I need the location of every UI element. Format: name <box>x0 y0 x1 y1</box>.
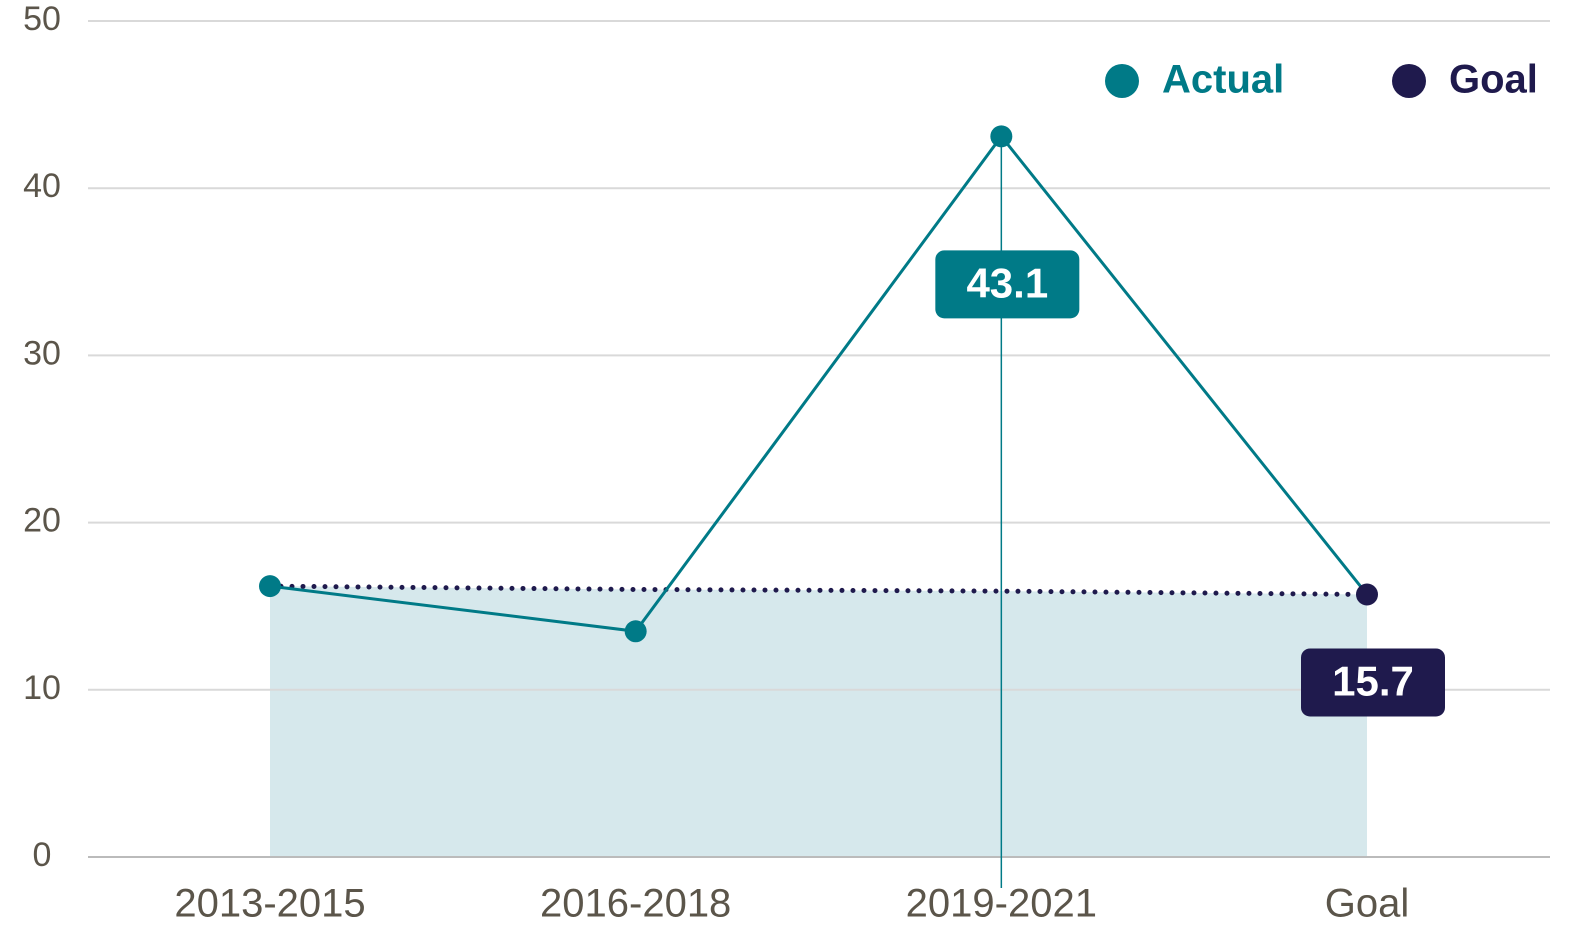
y-tick-label: 50 <box>23 0 61 38</box>
value-label-box <box>935 250 1080 319</box>
actual-line <box>269 133 1369 633</box>
x-tick-label: Goal <box>1325 882 1410 926</box>
legend-label: Goal <box>1449 58 1538 102</box>
x-tick-label: 2016-2018 <box>540 882 731 926</box>
value-label-box <box>1301 648 1445 717</box>
x-tick-label: 2019-2021 <box>906 882 1097 926</box>
value-label: 15.7 <box>1332 658 1414 705</box>
legend-swatch <box>1105 64 1139 98</box>
x-tick-label: 2013-2015 <box>174 882 365 926</box>
actual-point <box>624 620 647 643</box>
legend-label: Actual <box>1162 58 1284 102</box>
y-tick-label: 40 <box>23 167 61 205</box>
y-tick-label: 10 <box>23 669 61 707</box>
value-label: 43.1 <box>966 259 1048 306</box>
actual-point <box>259 575 281 598</box>
y-tick-label: 20 <box>23 502 61 540</box>
goal-area <box>270 586 1367 857</box>
actual-point <box>990 125 1013 148</box>
y-tick-label: 30 <box>23 334 61 372</box>
goal-point <box>1356 583 1378 606</box>
goal-line <box>267 583 1370 597</box>
y-tick-label: 0 <box>33 836 52 874</box>
legend-swatch <box>1392 64 1426 98</box>
